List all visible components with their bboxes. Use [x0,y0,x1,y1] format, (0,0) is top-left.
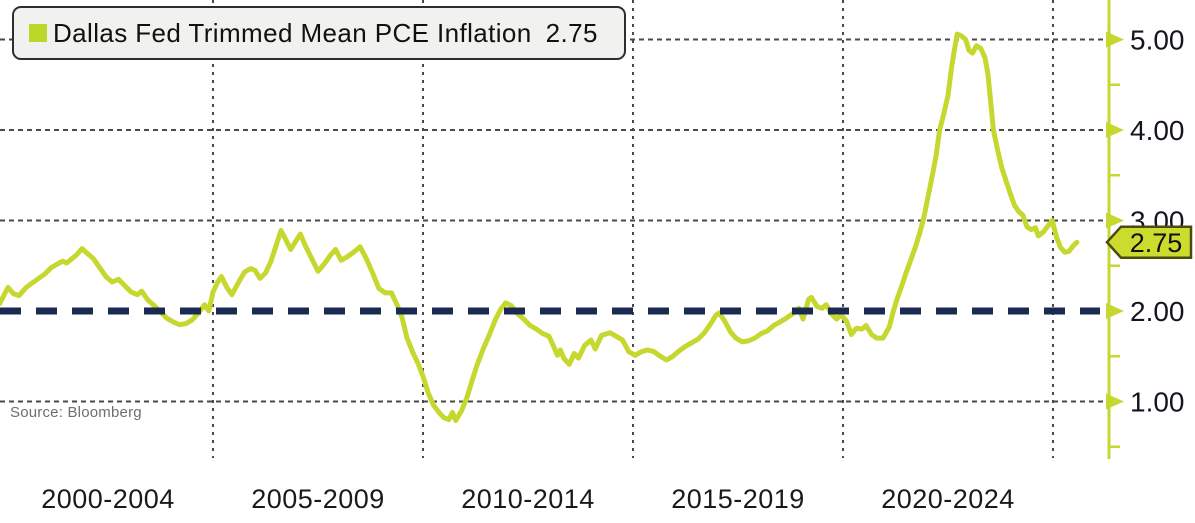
y-axis-tick-arrow-icon [1106,31,1124,48]
y-axis-tick-label: 5.00 [1130,25,1185,56]
y-axis-tick-arrow-icon [1106,393,1124,410]
legend-label: Dallas Fed Trimmed Mean PCE Inflation [53,17,532,48]
current-value-tag [1105,225,1193,259]
x-axis-label: 2005-2009 [251,484,385,514]
y-axis-tick-arrow-icon [1106,212,1124,229]
inflation-line [0,31,1080,423]
x-axis-label: 2015-2019 [671,484,805,514]
source-note: Source: Bloomberg [10,404,142,421]
y-axis-tick-arrow-icon [1106,122,1124,138]
y-axis-tick-arrow-icon [1106,303,1124,319]
y-axis-tick-label: 4.00 [1130,115,1185,146]
current-value-tag-label: 2.75 [1130,228,1183,258]
legend-swatch-icon [29,24,47,42]
x-axis-label: 2010-2014 [461,484,595,514]
x-axis-label: 2000-2004 [41,484,175,514]
x-axis-label: 2020-2024 [881,484,1015,514]
y-axis-tick-label: 2.00 [1130,296,1185,327]
y-axis-tick-label: 1.00 [1130,387,1185,418]
legend-current-value: 2.75 [545,17,598,48]
legend-entry[interactable]: Dallas Fed Trimmed Mean PCE Inflation 2.… [12,6,626,60]
